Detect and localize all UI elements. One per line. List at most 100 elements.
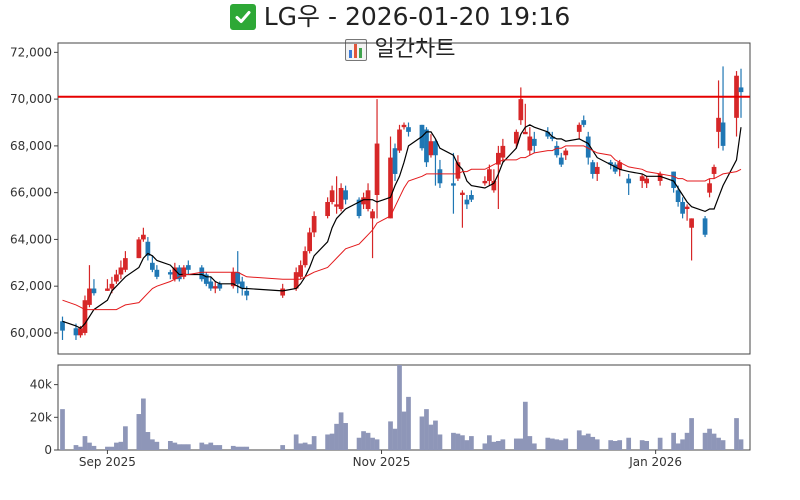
volume-bar: [298, 443, 304, 450]
candle-body: [554, 145, 560, 156]
price-panel-frame: [57, 42, 751, 355]
candle-body: [109, 283, 115, 289]
candle: [626, 173, 632, 195]
subtitle-row: 일간차트: [0, 34, 800, 66]
volume-bar: [334, 423, 339, 450]
volume-bar: [487, 435, 492, 450]
price-tick-label: 60,000: [10, 326, 52, 340]
candle: [513, 129, 519, 149]
candle: [239, 276, 245, 296]
candle: [558, 152, 564, 167]
candle-body: [711, 166, 717, 174]
candle-body: [91, 288, 97, 294]
volume-bar: [244, 446, 250, 450]
candle: [711, 164, 717, 179]
candle-body: [145, 241, 151, 256]
volume-bar: [60, 409, 65, 450]
volume-bar: [585, 433, 591, 450]
volume-tick-label: 40k: [30, 378, 52, 392]
candle-body: [217, 283, 223, 289]
candle-body: [388, 157, 393, 219]
candle-body: [581, 120, 587, 125]
candle: [172, 262, 178, 282]
candle-body: [401, 124, 407, 128]
candle: [500, 138, 506, 163]
volume-bar: [451, 432, 456, 450]
candle: [531, 131, 537, 153]
candle-body: [78, 328, 83, 336]
candle: [644, 176, 650, 188]
volume-bar: [145, 432, 151, 450]
volume-bar: [87, 442, 92, 450]
volume-bar: [590, 436, 596, 450]
candle: [464, 194, 470, 210]
candle-body: [644, 178, 650, 184]
ma_short-line: [62, 124, 742, 330]
candle-body: [585, 136, 591, 158]
candle: [594, 162, 600, 181]
candle: [451, 152, 456, 214]
bar-chart-icon: [344, 39, 367, 61]
candle-body: [361, 197, 366, 205]
candle-body: [563, 150, 569, 156]
volume-bar: [91, 445, 97, 450]
candle: [455, 155, 461, 181]
candle-body: [671, 171, 676, 188]
volume-bar: [406, 396, 411, 450]
volume-bar: [680, 439, 685, 450]
candle-body: [141, 234, 146, 240]
price-panel: 60,000 62,000 64,000 66,000 68,000 70,000 72,0…: [10, 42, 751, 355]
candle-body: [433, 141, 438, 156]
candle-body: [549, 136, 555, 139]
candle: [361, 192, 366, 210]
volume-bar: [612, 441, 618, 450]
candle-body: [325, 202, 330, 217]
candle-body: [689, 218, 694, 228]
candle-body: [406, 127, 411, 132]
candle-body: [307, 232, 312, 252]
candle: [311, 211, 317, 238]
candle: [203, 272, 209, 287]
candle: [374, 99, 380, 219]
volume-bar: [82, 436, 88, 450]
candle: [406, 122, 411, 137]
candle-body: [482, 180, 488, 184]
candle: [325, 197, 330, 219]
x-axis: Sep 2025 Nov 2025 Jan 2026: [79, 450, 682, 469]
candle-body: [208, 281, 214, 289]
volume-bar: [397, 365, 402, 450]
volume-bar: [531, 443, 537, 450]
candle-body: [235, 272, 241, 284]
x-tick-label: Jan 2026: [628, 455, 682, 469]
volume-bar: [563, 438, 569, 450]
candle: [496, 145, 501, 210]
candle: [212, 281, 218, 294]
volume-bar: [78, 446, 83, 450]
candle: [334, 176, 339, 214]
candle: [424, 127, 429, 167]
volume-bar: [644, 441, 650, 450]
volume-bar: [199, 442, 205, 450]
candle-body: [496, 152, 501, 165]
candle: [141, 227, 146, 242]
candle: [181, 265, 187, 280]
candle: [114, 269, 119, 284]
candle-body: [612, 164, 618, 172]
candle-body: [513, 131, 519, 144]
candle-body: [464, 199, 470, 205]
candle-body: [527, 136, 533, 151]
volume-bar: [302, 442, 308, 450]
candle: [329, 185, 335, 205]
candle-body: [460, 192, 465, 195]
candle: [680, 197, 685, 219]
volume-bar: [455, 433, 461, 450]
candle: [91, 279, 97, 296]
candle: [356, 197, 362, 219]
volume-bar: [118, 441, 124, 450]
volume-bar: [230, 445, 236, 450]
candle-body: [356, 199, 362, 217]
volume-bar: [576, 430, 582, 450]
volume-bar: [307, 444, 312, 450]
volume-bar: [343, 423, 348, 450]
candle-body: [522, 131, 528, 135]
